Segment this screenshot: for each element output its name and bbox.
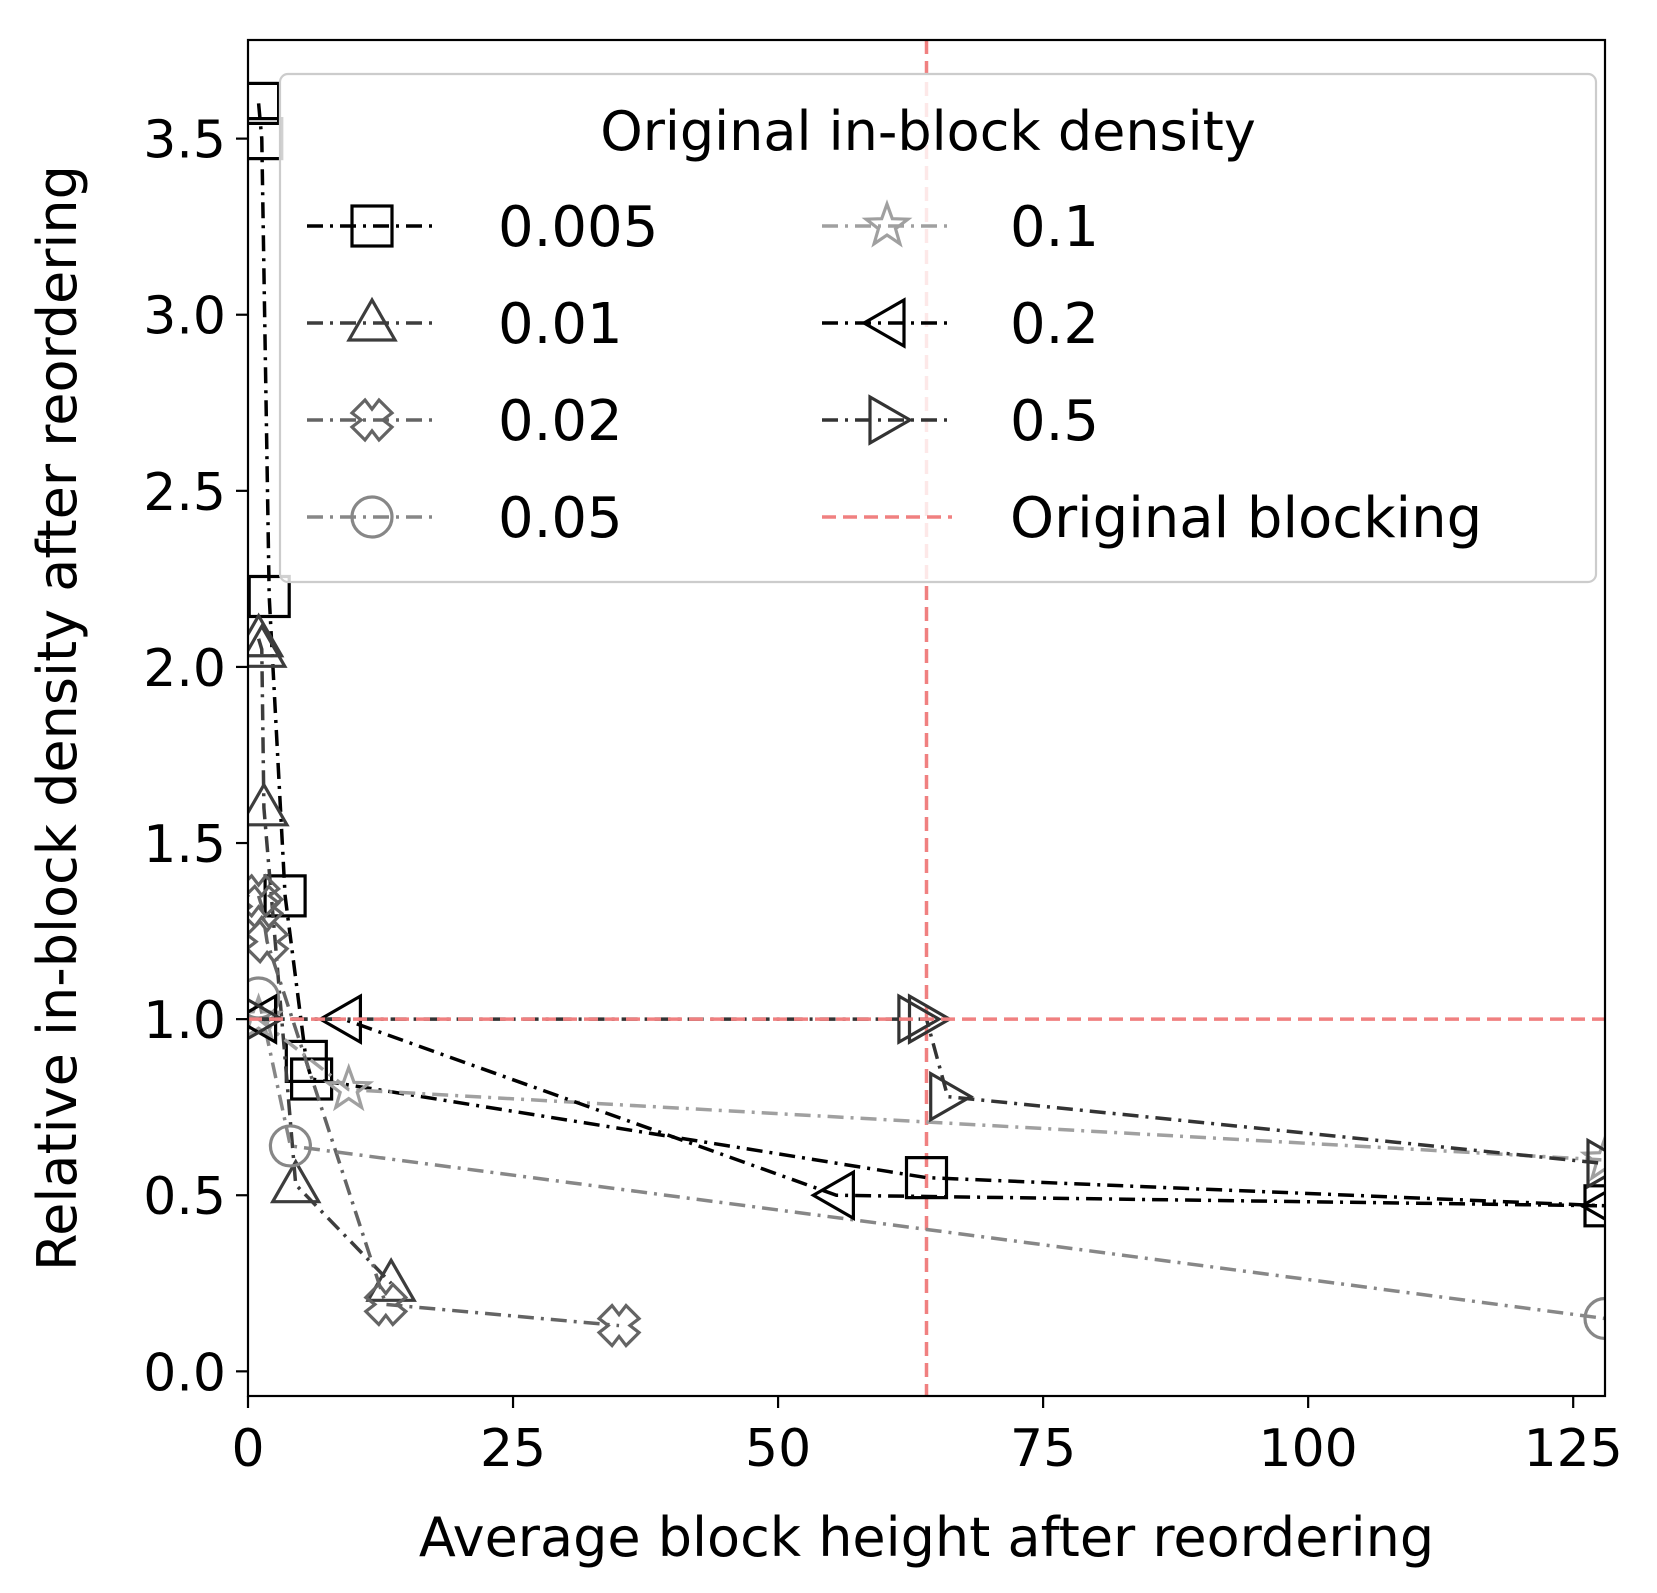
axes-layer: 0 25 50 75 100 125 0.0 0.5 1.0 1.5 2.0 2.5 3.0 3.5 bbox=[143, 38, 1623, 1479]
legend-marker bbox=[860, 297, 906, 349]
x-tick-label: 50 bbox=[745, 1419, 811, 1479]
data-point-0.005-2 bbox=[248, 574, 291, 619]
data-point-0.01-1 bbox=[248, 623, 288, 668]
legend-item-0.1: 0.1 bbox=[822, 195, 1099, 260]
legend: Original in-block density 0.005 0.01 0.02 0.… bbox=[278, 72, 1598, 584]
legend-title: Original in-block density bbox=[600, 100, 1256, 163]
series-line-0.05 bbox=[256, 997, 1605, 1321]
series-layer bbox=[248, 40, 1605, 1396]
y-tick-label: 0.5 bbox=[143, 1167, 226, 1227]
legend-label: 0.02 bbox=[498, 389, 623, 454]
data-point-0.1-1 bbox=[323, 1062, 375, 1112]
x-tick-label: 125 bbox=[1524, 1419, 1623, 1479]
data-point-0.5-4 bbox=[1586, 1137, 1605, 1190]
y-tick-label: 0.0 bbox=[143, 1343, 226, 1403]
y-tick-label: 3.0 bbox=[143, 287, 226, 347]
legend-marker bbox=[861, 199, 913, 248]
x-tick-label: 100 bbox=[1259, 1419, 1358, 1479]
legend-item-0.005: 0.005 bbox=[307, 195, 658, 260]
x-tick-label: 0 bbox=[231, 1419, 264, 1479]
legend-label: 0.05 bbox=[498, 486, 623, 551]
x-tick-label: 25 bbox=[480, 1419, 546, 1479]
legend-item-0.05: 0.05 bbox=[307, 486, 623, 551]
data-point-0.005-4 bbox=[284, 1039, 328, 1084]
legend-marker bbox=[868, 394, 914, 446]
legend-item-0.02: 0.02 bbox=[307, 389, 623, 454]
y-tick-label: 2.0 bbox=[143, 639, 226, 699]
legend-marker bbox=[350, 495, 394, 539]
data-point-0.01-0 bbox=[248, 612, 285, 658]
data-point-0.02-3 bbox=[363, 1282, 409, 1327]
legend-label: 0.1 bbox=[1010, 195, 1099, 260]
data-point-0.02-4 bbox=[596, 1303, 642, 1348]
legend-label: 0.2 bbox=[1010, 292, 1099, 357]
y-tick-label: 1.5 bbox=[143, 815, 226, 875]
legend-marker bbox=[350, 204, 394, 248]
series-line-0.005 bbox=[256, 103, 1605, 1208]
data-point-0.2-3 bbox=[1578, 1190, 1605, 1221]
legend-box bbox=[278, 72, 1598, 584]
data-point-0.01-2 bbox=[248, 781, 290, 827]
legend-item-Original blocking: Original blocking bbox=[822, 486, 1482, 551]
data-point-0.01-3 bbox=[269, 1158, 322, 1204]
legend-item-0.2: 0.2 bbox=[822, 292, 1099, 357]
legend-item-0.5: 0.5 bbox=[822, 389, 1099, 454]
data-point-0.02-0 bbox=[248, 873, 282, 919]
legend-marker bbox=[349, 397, 395, 443]
axes-frame bbox=[246, 38, 1607, 1398]
series-line-0.01 bbox=[256, 638, 393, 1285]
series-line-0.1 bbox=[257, 1017, 1605, 1162]
series-0.02 bbox=[248, 873, 642, 1348]
data-point-0.02-2 bbox=[248, 919, 290, 965]
legend-label: 0.01 bbox=[498, 292, 623, 357]
x-axis-label: Average block height after reordering bbox=[419, 1506, 1434, 1569]
data-point-0.2-2 bbox=[810, 1169, 855, 1222]
legend-label: 0.5 bbox=[1010, 389, 1099, 454]
y-tick-label: 1.0 bbox=[143, 991, 226, 1051]
legend-label: Original blocking bbox=[1010, 486, 1482, 551]
legend-label: 0.005 bbox=[498, 195, 658, 260]
legend-item-0.01: 0.01 bbox=[307, 292, 623, 357]
data-point-0.05-1 bbox=[268, 1124, 313, 1168]
data-point-0.5-1 bbox=[897, 993, 943, 1045]
x-tick-label: 75 bbox=[1010, 1419, 1076, 1479]
data-point-0.5-3 bbox=[929, 1070, 974, 1123]
data-point-0.5-0 bbox=[248, 997, 285, 1041]
y-tick-label: 3.5 bbox=[143, 111, 226, 171]
y-tick-label: 2.5 bbox=[143, 463, 226, 523]
series-line-0.02 bbox=[256, 895, 620, 1328]
data-point-0.005-0 bbox=[248, 81, 281, 125]
y-axis-label: Relative in-block density after reorderi… bbox=[26, 165, 89, 1271]
data-point-0.005-3 bbox=[263, 874, 307, 918]
legend-marker bbox=[346, 296, 398, 342]
data-point-0.05-2 bbox=[1583, 1296, 1605, 1341]
